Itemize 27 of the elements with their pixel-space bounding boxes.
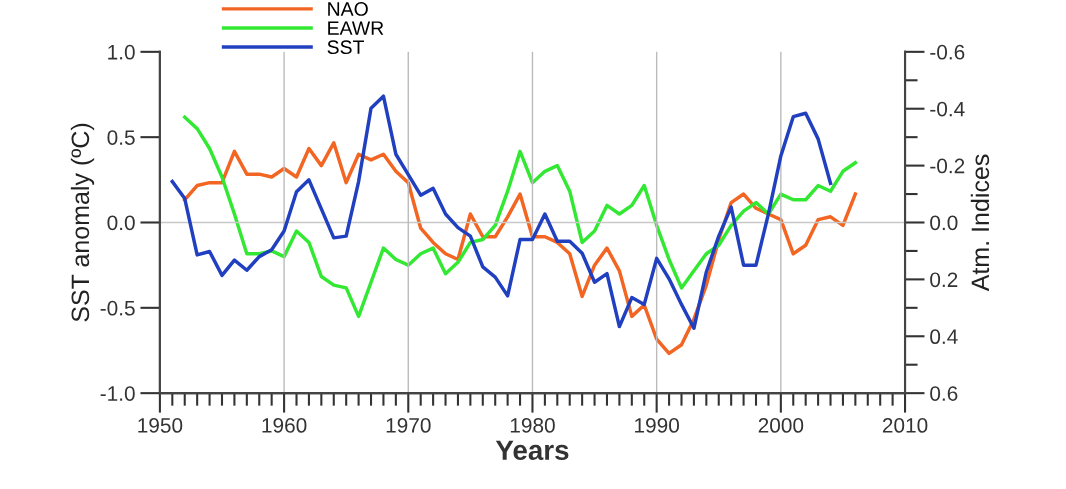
x-tick-label: 1980: [510, 418, 555, 433]
x-tick-label: 1950: [138, 418, 183, 433]
x-tick-label: 1960: [262, 418, 307, 433]
y2-axis-title: Atm. Indices: [970, 154, 990, 292]
legend-label: EAWR: [328, 21, 384, 35]
y2-tick-label: -0.2: [930, 158, 965, 174]
legend-label: SST: [327, 40, 364, 55]
line-series: [170, 94, 833, 331]
line-series: [183, 115, 858, 319]
y-tick-label: -0.5: [100, 300, 135, 316]
legend-label: NAO: [328, 2, 368, 16]
x-tick-label: 2000: [758, 418, 804, 433]
y-tick-label: 0.5: [107, 130, 135, 145]
y-tick-label: 1.0: [108, 44, 135, 60]
y2-tick-label: 0.6: [930, 386, 958, 401]
y-axis-title: SST anomaly (ºC): [70, 123, 95, 322]
y-tick-label: -1.0: [100, 386, 135, 401]
x-tick-label: 1970: [386, 418, 431, 433]
x-tick-label: 2010: [882, 418, 928, 433]
y2-tick-label: 0.4: [930, 329, 958, 345]
x-axis-title: Years: [495, 440, 569, 461]
y2-tick-label: 0.0: [930, 215, 958, 231]
y2-tick-label: -0.4: [930, 101, 965, 117]
y2-tick-label: -0.6: [930, 44, 965, 60]
y2-tick-label: 0.2: [930, 272, 958, 288]
y-tick-label: 0.0: [107, 215, 135, 231]
x-tick-label: 1990: [635, 418, 680, 433]
